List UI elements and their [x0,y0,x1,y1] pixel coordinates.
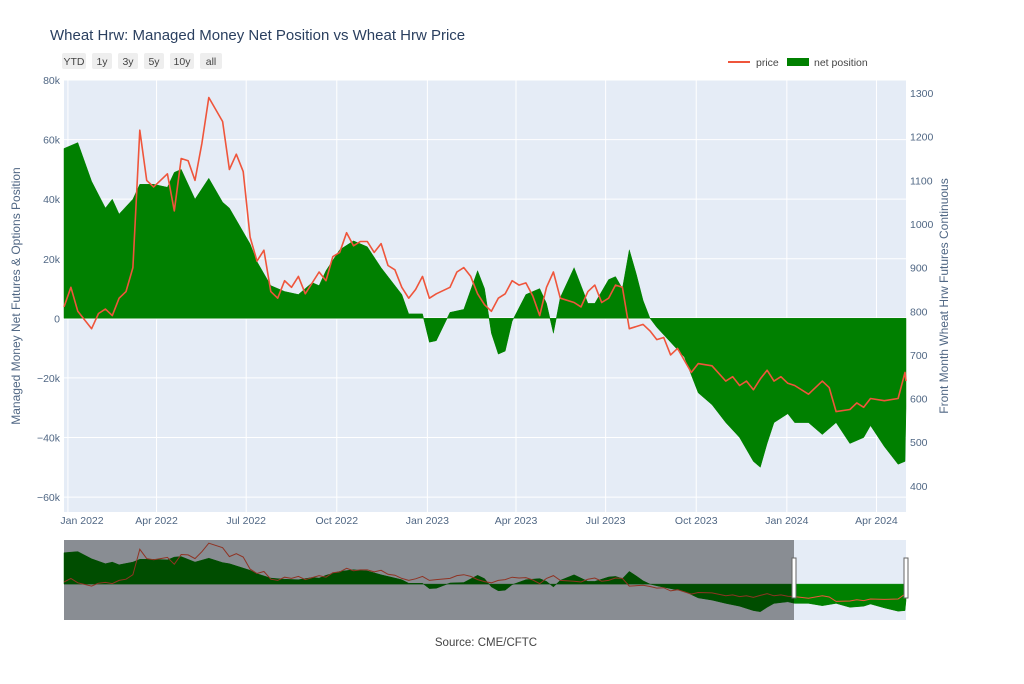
range-button-5y[interactable]: 5y [144,53,164,69]
price-line-path[interactable] [63,96,907,413]
y-left-tick-label: 20k [43,254,61,266]
y-axis-right-title: Front Month Wheat Hrw Futures Continuous [937,178,951,413]
x-tick-label: Apr 2023 [495,515,538,527]
navigator-left-handle[interactable] [791,557,797,599]
x-tick-label: Jul 2023 [586,515,626,527]
y-right-tick-label: 800 [910,306,928,318]
range-button-1y[interactable]: 1y [92,53,112,69]
y-axis-left-title: Managed Money Net Futures & Options Posi… [9,167,23,424]
x-tick-label: Oct 2022 [315,515,358,527]
legend-net-position-label: net position [814,57,868,69]
range-button-bg [118,53,138,69]
x-axis: Jan 2022 Apr 2022 Jul 2022 Oct 2022 Jan 2023… [60,515,898,527]
y-right-tick-label: 400 [910,481,928,493]
y-axis-left: −60k −40k −20k 0 20k 40k 60k 80k [37,75,61,504]
navigator-price [63,542,907,602]
range-button-bg [92,53,112,69]
x-tick-label: Oct 2023 [675,515,718,527]
y-right-tick-label: 700 [910,350,928,362]
y-right-tick-label: 1300 [910,88,934,100]
y-left-tick-label: 40k [43,194,61,206]
y-right-tick-label: 1200 [910,132,934,144]
x-tick-label: Jul 2022 [226,515,266,527]
range-button-label: all [206,56,217,68]
range-button-label: 5y [148,56,160,68]
range-button-3y[interactable]: 3y [118,53,138,69]
y-right-tick-label: 1000 [910,219,934,231]
x-tick-label: Apr 2022 [135,515,178,527]
legend-net-position-swatch [787,58,809,66]
navigator-line-path [63,542,907,602]
range-button-bg [62,53,86,69]
range-button-bg [170,53,194,69]
range-button-10y[interactable]: 10y [170,53,194,69]
range-button-label: YTD [64,56,85,68]
legend-price-label: price [756,57,779,69]
price-series[interactable] [63,96,907,413]
y-axis-right: 400 500 600 700 800 900 1000 1100 1200 1300 [910,88,934,493]
y-left-tick-label: −20k [37,373,61,385]
y-right-tick-label: 600 [910,394,928,406]
legend-item-price[interactable]: price [728,57,779,69]
range-button-ytd[interactable]: YTD [62,53,86,69]
y-left-tick-label: 0 [54,313,60,325]
range-button-label: 10y [174,56,192,68]
legend-item-net-position[interactable]: net position [787,57,868,69]
y-left-tick-label: 60k [43,135,61,147]
range-button-label: 3y [122,56,134,68]
range-button-label: 1y [96,56,108,68]
x-tick-label: Jan 2024 [765,515,808,527]
range-navigator[interactable] [63,540,909,620]
y-left-tick-label: 80k [43,75,61,87]
legend[interactable]: price net position [728,57,868,69]
y-right-tick-label: 900 [910,263,928,275]
x-tick-label: Jan 2022 [60,515,103,527]
range-button-bg [144,53,164,69]
y-right-tick-label: 1100 [910,175,933,187]
x-tick-label: Jan 2023 [406,515,449,527]
y-right-tick-label: 500 [910,437,928,449]
chart-title: Wheat Hrw: Managed Money Net Position vs… [50,27,465,44]
navigator-right-handle[interactable] [903,557,909,599]
y-left-tick-label: −40k [37,433,61,445]
range-button-bg [200,53,222,69]
source-note: Source: CME/CFTC [435,637,537,649]
range-button-all[interactable]: all [200,53,222,69]
range-selector[interactable]: YTD 1y 3y 5y 10y all [62,53,222,69]
navigator-unselected-shade [64,540,794,620]
y-left-tick-label: −60k [37,492,61,504]
x-tick-label: Apr 2024 [855,515,898,527]
